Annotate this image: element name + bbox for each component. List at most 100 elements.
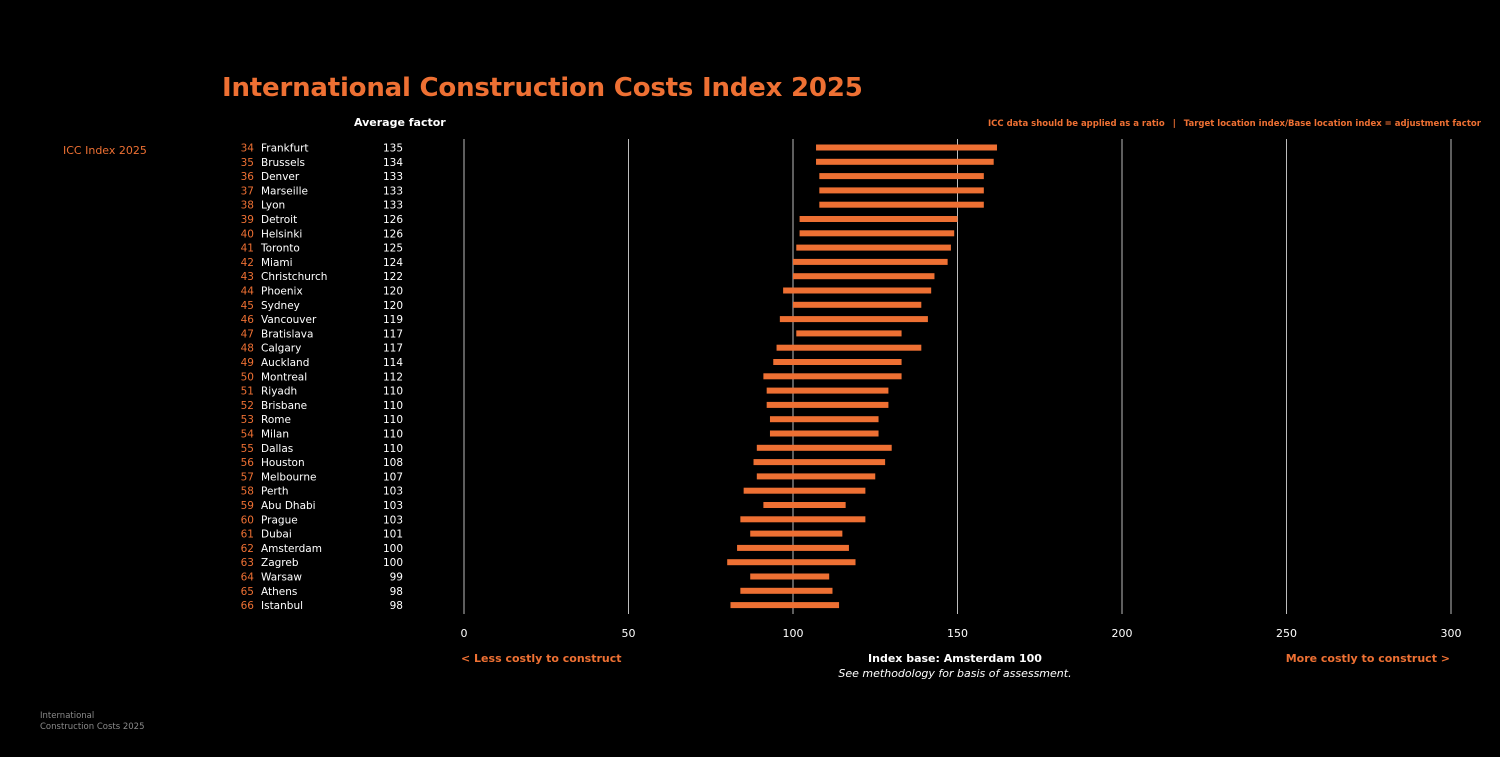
rank-label: 63	[241, 557, 254, 569]
city-label: Melbourne	[261, 471, 316, 483]
average-factor-value: 126	[383, 228, 403, 240]
city-label: Auckland	[261, 357, 309, 369]
rank-label: 64	[241, 572, 255, 584]
average-factor-value: 124	[383, 257, 403, 269]
rank-label: 39	[241, 214, 254, 226]
average-factor-value: 133	[383, 171, 403, 183]
average-factor-value: 100	[383, 557, 403, 569]
city-label: Zagreb	[261, 557, 299, 569]
rank-label: 40	[241, 228, 254, 240]
average-factor-header: Average factor	[354, 116, 446, 129]
rank-label: 58	[241, 486, 254, 498]
more-costly-label: More costly to construct >	[1286, 652, 1450, 665]
rank-label: 51	[241, 386, 254, 398]
city-label: Frankfurt	[261, 143, 309, 155]
range-bar-auckland	[773, 359, 902, 365]
rank-label: 61	[241, 529, 254, 541]
rank-label: 41	[241, 243, 254, 255]
rank-label: 49	[241, 357, 254, 369]
range-bar-bratislava	[796, 330, 902, 337]
city-label: Rome	[261, 414, 291, 426]
range-bar-detroit	[799, 216, 958, 222]
range-bar-vancouver	[779, 316, 928, 323]
city-label: Prague	[261, 514, 298, 526]
x-tick-label-100: 100	[783, 627, 804, 640]
icc-index-label: ICC Index 2025	[63, 144, 147, 157]
rank-label: 42	[241, 257, 254, 269]
rank-label: 54	[241, 429, 255, 441]
average-factor-value: 100	[383, 543, 403, 555]
range-bar-miami	[793, 258, 948, 265]
range-bar-prague	[740, 516, 866, 523]
average-factor-value: 110	[383, 386, 403, 398]
rank-label: 44	[241, 286, 255, 298]
rank-label: 60	[241, 514, 254, 526]
city-label: Phoenix	[261, 286, 303, 298]
city-label: Montreal	[261, 371, 307, 383]
chart-title: International Construction Costs Index 2…	[222, 73, 863, 103]
average-factor-value: 134	[383, 157, 403, 169]
average-factor-value: 107	[383, 471, 403, 483]
average-factor-value: 135	[383, 143, 403, 155]
average-factor-value: 122	[383, 271, 403, 283]
rank-label: 47	[241, 328, 254, 340]
rank-label: 46	[241, 314, 255, 326]
range-bar-melbourne	[756, 473, 876, 480]
range-bar-warsaw	[750, 573, 830, 580]
average-factor-value: 101	[383, 529, 403, 541]
footer: International Construction Costs 2025	[40, 711, 144, 733]
x-tick-label-300: 300	[1441, 627, 1462, 640]
average-factor-value: 110	[383, 400, 403, 412]
rank-label: 56	[241, 457, 255, 469]
city-label: Dallas	[261, 443, 293, 455]
average-factor-value: 133	[383, 185, 403, 197]
range-bar-perth	[743, 487, 866, 494]
average-factor-value: 120	[383, 300, 403, 312]
range-bar-sydney	[793, 301, 922, 308]
city-label: Christchurch	[261, 271, 327, 283]
city-label: Riyadh	[261, 386, 297, 398]
average-factor-value: 125	[383, 243, 403, 255]
x-tick-label-150: 150	[947, 627, 968, 640]
range-bar-calgary	[776, 344, 922, 351]
x-tick-label-50: 50	[622, 627, 636, 640]
rank-label: 48	[241, 343, 254, 355]
index-base-label: Index base: Amsterdam 100	[868, 652, 1042, 665]
range-bar-abu-dhabi	[763, 502, 846, 508]
range-bar-frankfurt	[816, 144, 997, 151]
city-label: Abu Dhabi	[261, 500, 316, 512]
average-factor-value: 99	[390, 572, 403, 584]
ratio-note-separator: |	[1172, 119, 1176, 129]
city-label: Istanbul	[261, 600, 303, 612]
city-label: Denver	[261, 171, 300, 183]
city-label: Bratislava	[261, 328, 313, 340]
city-label: Warsaw	[261, 572, 302, 584]
range-bar-brussels	[816, 158, 994, 165]
x-tick-label-250: 250	[1276, 627, 1297, 640]
city-label: Brussels	[261, 157, 305, 169]
city-label: Amsterdam	[261, 543, 322, 555]
average-factor-value: 112	[383, 371, 403, 383]
average-factor-value: 117	[383, 343, 403, 355]
footer-line-2: Construction Costs 2025	[40, 722, 145, 732]
average-factor-value: 110	[383, 414, 403, 426]
average-factor-value: 133	[383, 200, 403, 212]
average-factor-value: 119	[383, 314, 403, 326]
rank-label: 37	[241, 185, 254, 197]
rank-label: 55	[241, 443, 254, 455]
city-label: Perth	[261, 486, 289, 498]
average-factor-value: 126	[383, 214, 403, 226]
average-factor-value: 114	[383, 357, 403, 369]
range-bar-istanbul	[730, 602, 840, 609]
footer-line-1: International	[40, 711, 95, 721]
average-factor-value: 103	[383, 514, 403, 526]
range-bar-lyon	[819, 201, 984, 208]
city-label: Lyon	[261, 200, 285, 212]
city-label: Vancouver	[261, 314, 317, 326]
methodology-note: See methodology for basis of assessment.	[838, 667, 1071, 680]
range-bar-amsterdam	[737, 544, 849, 551]
rank-label: 65	[241, 586, 254, 598]
rank-label: 38	[241, 200, 254, 212]
less-costly-label: < Less costly to construct	[461, 652, 622, 665]
rank-label: 36	[241, 171, 255, 183]
